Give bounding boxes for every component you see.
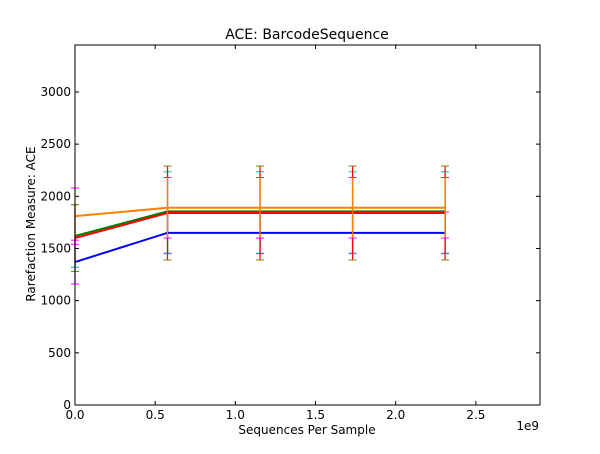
y-tick-label: 500	[48, 346, 71, 360]
y-tick-label: 2500	[40, 137, 71, 151]
y-tick-label: 1500	[40, 241, 71, 255]
x-tick-label: 0.0	[65, 408, 84, 422]
y-tick-label: 3000	[40, 85, 71, 99]
x-axis-offset-text: 1e9	[516, 419, 539, 433]
x-axis-label: Sequences Per Sample	[238, 423, 375, 437]
chart-title: ACE: BarcodeSequence	[225, 27, 389, 43]
axis-ticks: 0.0 0.5 1.0 1.5 2.0 2.5 0 500 1000 1500 2000 2500 30…	[40, 45, 540, 422]
x-tick-label: 1.0	[226, 408, 245, 422]
x-tick-label: 0.5	[146, 408, 165, 422]
y-tick-label: 0	[63, 398, 71, 412]
y-tick-label: 1000	[40, 294, 71, 308]
y-tick-label: 2000	[40, 189, 71, 203]
y-axis-label: Rarefaction Measure: ACE	[24, 146, 38, 301]
series-line	[74, 206, 446, 218]
plot-area-frame	[74, 44, 541, 406]
x-tick-label: 2.5	[466, 408, 485, 422]
x-tick-label: 2.0	[386, 408, 405, 422]
x-tick-label: 1.5	[306, 408, 325, 422]
